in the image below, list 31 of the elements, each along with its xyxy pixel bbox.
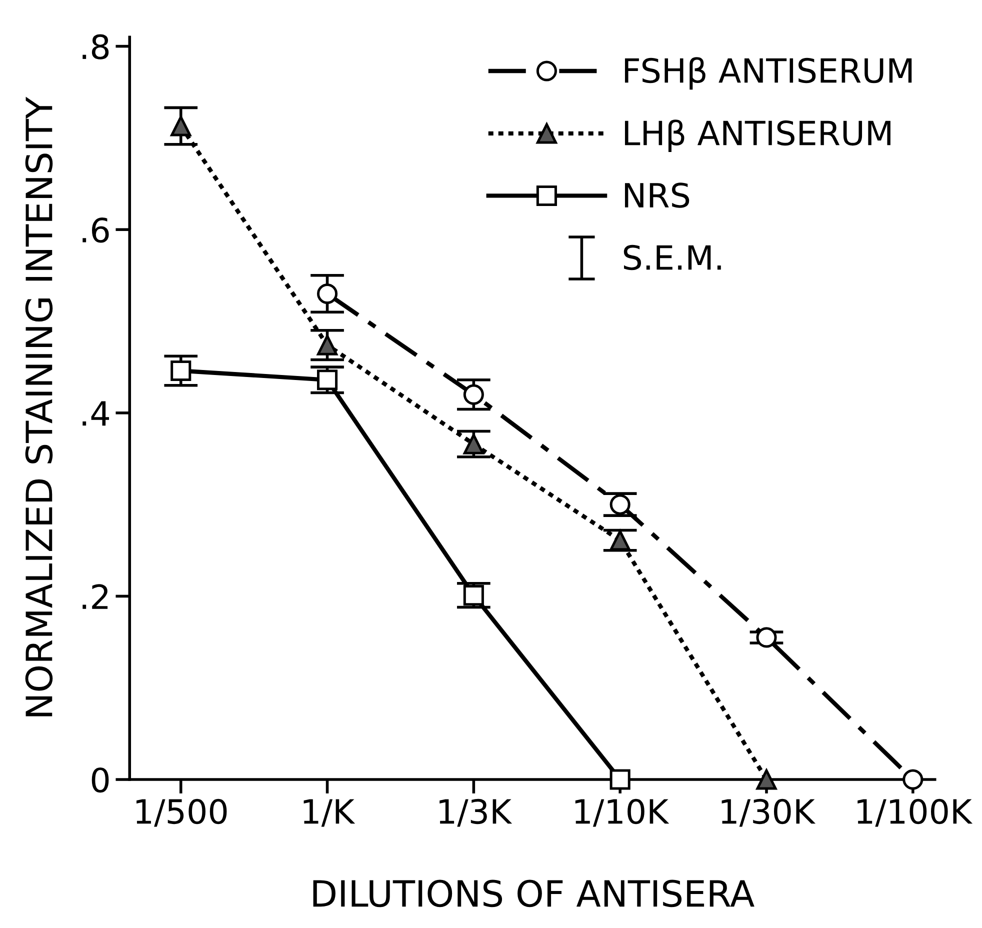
point [170, 116, 192, 136]
point [610, 769, 630, 790]
point [463, 585, 484, 606]
point [316, 283, 338, 304]
point [610, 494, 630, 515]
y-tick-label: .2 [82, 584, 108, 609]
x-tick-label: 1/10K [575, 798, 670, 827]
point [316, 334, 338, 356]
legend-label: LHβ ANTISERUM [624, 120, 890, 152]
point [170, 360, 192, 382]
annotation: S.E.M. [624, 244, 721, 270]
y-tick-label: .4 [82, 401, 110, 426]
point [902, 769, 924, 790]
point [610, 530, 630, 551]
y-tick-label: .6 [82, 218, 109, 243]
legend-label: NRS [624, 182, 690, 208]
x-tick-label: 1/3K [440, 798, 512, 827]
x-tick-label: 1/30K [722, 798, 816, 827]
point [756, 769, 777, 790]
point [463, 384, 484, 405]
x-axis-title: DILUTIONS OF ANTISERA [313, 880, 754, 908]
x-tick-label: 1/K [304, 799, 356, 827]
x-tick-label: 1/500 [136, 798, 227, 827]
y-tick-label: .8 [82, 34, 109, 60]
x-tick-label: 1/100K [858, 798, 973, 827]
legend-label: FSHβ ANTISERUM [624, 57, 912, 90]
y-axis-title: NORMALIZED STAINING INTENSITY [25, 96, 53, 716]
point [463, 434, 484, 454]
point [316, 370, 338, 390]
point [756, 627, 777, 648]
y-tick-label: 0 [92, 767, 109, 793]
